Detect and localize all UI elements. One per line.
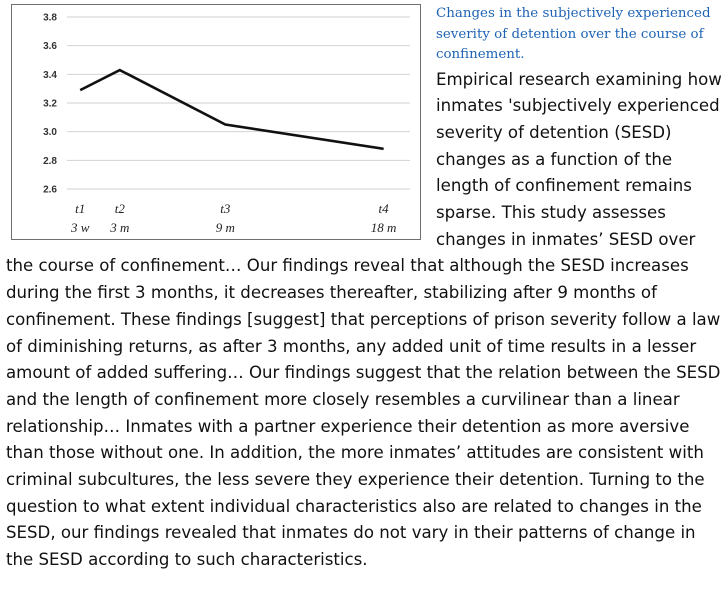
y-tick-label: 3.6 (43, 41, 57, 52)
article: Changes in the subjectively experienced … (6, 4, 722, 574)
y-tick-label: 2.8 (43, 156, 57, 167)
y-tick-label: 3.8 (43, 13, 57, 24)
x-tick-label-point: t1 (75, 201, 85, 216)
y-tick-label: 3.4 (43, 70, 57, 81)
sesd-series-line (79, 68, 384, 151)
article-body: Empirical research examining how inmates… (6, 69, 722, 570)
y-tick-label: 3.2 (43, 99, 57, 110)
x-tick-label-time: 9 m (216, 220, 235, 235)
x-tick-label-time: 3 m (109, 220, 129, 235)
x-tick-label-point: t4 (379, 201, 390, 216)
sesd-line-chart: 2.6 2.8 3.0 3.2 3.4 3.6 3.8 t1 3 w t2 3 m t3 9 m t4 18… (43, 13, 410, 235)
x-tick-label-time: 3 w (70, 220, 90, 235)
y-tick-label: 2.6 (43, 185, 57, 196)
y-tick-label: 3.0 (43, 127, 57, 138)
article-heading: Changes in the subjectively experienced … (436, 6, 711, 62)
chart-frame: 2.6 2.8 3.0 3.2 3.4 3.6 3.8 t1 3 w t2 3 m t3 9 m t4 18… (11, 4, 421, 240)
x-tick-label-point: t3 (220, 201, 231, 216)
x-tick-label-point: t2 (115, 201, 126, 216)
x-tick-label-time: 18 m (371, 220, 397, 235)
